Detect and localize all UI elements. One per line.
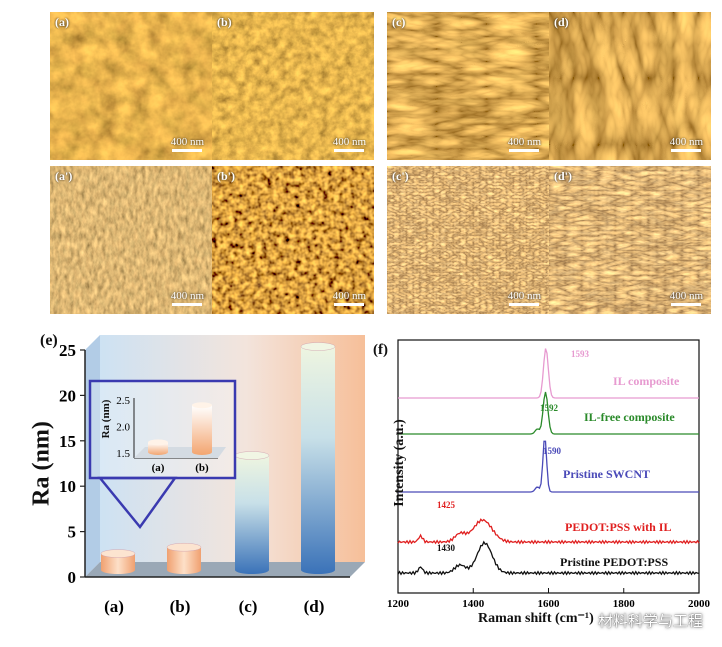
f-ylabel: Intensity (a.u.) (392, 419, 407, 507)
peak-label-4: 1430 (437, 543, 456, 553)
afm-panel-c-prime: (c') 400 nm (387, 166, 549, 314)
chart-back-wall (100, 335, 365, 562)
bar-d (300, 342, 336, 574)
scale-bar: 400 nm (508, 290, 541, 306)
e-ytick-label: 20 (59, 386, 76, 405)
scale-bar: 400 nm (508, 136, 541, 152)
inset-bar (148, 442, 168, 455)
f-xtick-label: 2000 (688, 598, 711, 610)
e-ytick-label: 10 (59, 477, 76, 496)
e-ytick-label: 25 (59, 341, 76, 360)
peak-label-2: 1590 (543, 446, 562, 456)
series-name-1: IL-free composite (584, 410, 675, 424)
inset-pointer (97, 476, 178, 530)
bar-body (301, 346, 335, 574)
afm-panel-d: (d) 400 nm (549, 12, 711, 160)
f-xtick-label: 1600 (538, 598, 561, 610)
scale-bar: 400 nm (670, 290, 703, 306)
series-line-3 (397, 518, 700, 545)
bar-b (166, 543, 202, 574)
panel-f-label: (f) (373, 342, 388, 358)
peak-label-0: 1593 (571, 349, 590, 359)
bar-top (166, 543, 202, 552)
e-ytick-label: 5 (68, 523, 77, 542)
afm-panel-a-prime: (a') 400 nm (50, 166, 212, 314)
afm-panel-b-prime: (b') 400 nm (212, 166, 374, 314)
e-xtick-label: (a) (104, 597, 124, 616)
series-name-2: Pristine SWCNT (563, 467, 650, 481)
e-xtick-label: (c) (239, 597, 258, 616)
inset-ytick-label: 1.5 (116, 448, 130, 460)
afm-panel-b: (b) 400 nm (212, 12, 374, 160)
bar-top (300, 342, 336, 351)
afm-panel-c: (c) 400 nm (387, 12, 549, 160)
inset-bar-top (148, 439, 168, 446)
e-ytick-label: 15 (59, 432, 76, 451)
scale-bar: 400 nm (171, 290, 204, 306)
scale-bar: 400 nm (333, 290, 366, 306)
bar-c (234, 451, 270, 574)
peak-label-3: 1425 (437, 500, 456, 510)
panel-label: (a) (55, 15, 69, 29)
bar-top (100, 549, 136, 558)
panel-label: (b') (217, 169, 235, 183)
panel-label: (c') (392, 169, 409, 183)
f-xtick-label: 1200 (387, 598, 410, 610)
scale-bar: 400 nm (171, 136, 204, 152)
peak-label-1: 1592 (540, 403, 559, 413)
panel-label: (b) (217, 15, 232, 29)
f-xtick-label: 1400 (462, 598, 485, 610)
panel-label: (c) (392, 15, 406, 29)
inset-bar (192, 405, 212, 455)
panel-label: (a') (55, 169, 73, 183)
scale-bar: 400 nm (333, 136, 366, 152)
e-ytick-label: 0 (68, 568, 77, 587)
afm-panel-d-prime: (d') 400 nm (549, 166, 711, 314)
e-xtick-label: (d) (304, 597, 325, 616)
scale-bar: 400 nm (670, 136, 703, 152)
inset-xtick-label: (b) (195, 462, 209, 474)
f-xtick-label: 1800 (613, 598, 636, 610)
panel-label: (d') (554, 169, 572, 183)
inset-bar-top (192, 402, 212, 409)
series-line-0 (398, 348, 699, 399)
afm-panel-a: (a) 400 nm (50, 12, 212, 160)
series-name-0: IL composite (613, 374, 680, 388)
watermark: 材料科学与工程 (598, 612, 704, 630)
panel-e-label: (e) (40, 332, 58, 349)
f-xlabel: Raman shift (cm⁻¹) (478, 611, 594, 626)
inset-xtick-label: (a) (152, 462, 165, 474)
bar-body (235, 455, 269, 574)
series-name-3: PEDOT:PSS with IL (565, 520, 671, 534)
series-name-4: Pristine PEDOT:PSS (560, 555, 668, 569)
bar-body (101, 553, 135, 574)
panel-label: (d) (554, 15, 569, 29)
series-line-2 (398, 440, 699, 493)
chart-floor (85, 562, 365, 577)
series-line-4 (397, 540, 700, 576)
inset-ytick-label: 2.0 (116, 422, 130, 434)
series-line-1 (398, 391, 699, 435)
bar-a (100, 549, 136, 574)
inset-ytick-label: 2.5 (116, 395, 130, 407)
e-xtick-label: (b) (170, 597, 191, 616)
bar-body (167, 547, 201, 574)
